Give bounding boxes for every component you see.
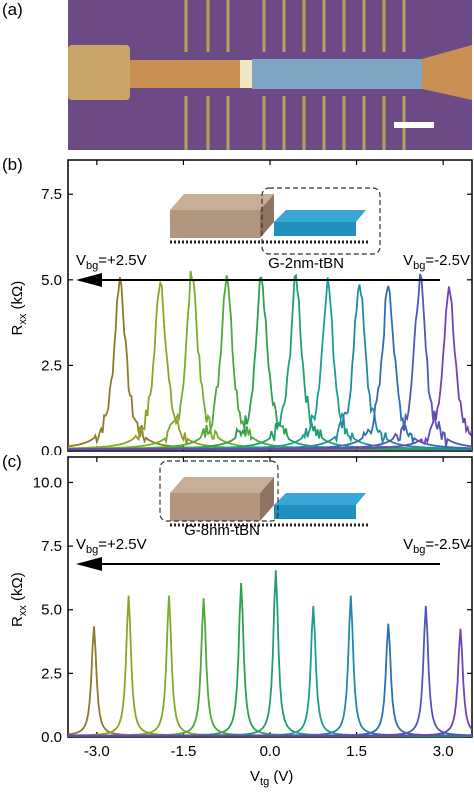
curves-group — [68, 270, 472, 451]
x-tick-label: 1.5 — [346, 743, 367, 760]
y-tick-label: 5.0 — [41, 602, 62, 619]
y-axis-label: Rxx (kΩ) — [9, 572, 29, 627]
white-segment — [240, 60, 252, 88]
annotation-vbg-negative: Vbg=-2.5V — [403, 252, 470, 272]
heterostructure-inset: G-8nm-tBN — [159, 460, 370, 539]
tbn-blue-region — [252, 59, 422, 89]
series-line — [68, 286, 472, 451]
annotation-vbg-positive: Vbg=+2.5V — [76, 536, 147, 556]
y-tick-label: 0.0 — [41, 729, 62, 746]
series-line — [68, 273, 472, 451]
chart-panel-c: 0.0 2.5 5.0 7.5 10.0 -3.0 -1.5 0.0 1.5 3.0 Rxx (kΩ… — [9, 456, 473, 788]
block-left-front — [170, 210, 260, 238]
graphite-gold-region — [128, 60, 248, 88]
panel-label-b: (b) — [2, 155, 23, 174]
block-right-front — [274, 222, 356, 236]
series-line — [68, 570, 472, 737]
sweep-arrow-head — [76, 557, 102, 571]
series-line — [68, 285, 472, 451]
series-line — [68, 595, 472, 737]
panel-label-c: (c) — [2, 452, 22, 471]
series-line — [68, 623, 472, 737]
chart-panel-b: 0.0 2.5 5.0 7.5 Rxx (kΩ) Vbg=+2.5V Vbg=-2.5V G-… — [9, 159, 473, 455]
block-left-top — [170, 194, 274, 210]
series-line — [68, 276, 472, 451]
y-tick-label: 7.5 — [41, 186, 62, 203]
series-line — [68, 276, 472, 451]
annotation-vbg-negative: Vbg=-2.5V — [403, 536, 470, 556]
y-tick-label: 2.5 — [41, 665, 62, 682]
y-axis-label: Rxx (kΩ) — [9, 281, 29, 336]
block-left-front — [170, 493, 260, 521]
block-right-top — [274, 210, 366, 222]
y-tick-label: 2.5 — [41, 357, 62, 374]
inset-dashed-box — [159, 460, 279, 522]
series-line — [68, 277, 472, 451]
annotation-vbg-positive: Vbg=+2.5V — [76, 252, 147, 272]
inset-label: G-2nm-tBN — [268, 255, 344, 272]
y-tick-label: 7.5 — [41, 538, 62, 555]
series-line — [68, 270, 472, 451]
device-micrograph — [68, 0, 472, 150]
series-line — [68, 284, 472, 451]
series-line — [68, 628, 472, 737]
x-tick-label: -3.0 — [84, 743, 110, 760]
series-line — [68, 275, 472, 451]
series-line — [68, 598, 472, 737]
curves-group — [68, 570, 472, 737]
y-tick-label: 5.0 — [41, 272, 62, 289]
x-tick-label: -1.5 — [170, 743, 196, 760]
right-pad — [418, 45, 472, 100]
block-left-top — [170, 477, 274, 493]
series-line — [68, 605, 472, 737]
series-line — [68, 626, 472, 737]
series-line — [68, 595, 472, 737]
block-right-front — [274, 505, 356, 519]
left-pad — [68, 45, 130, 100]
series-line — [68, 595, 472, 737]
x-axis-label: Vtg (V) — [250, 768, 293, 788]
sweep-arrow-head — [76, 273, 102, 287]
series-line — [68, 605, 472, 737]
x-tick-label: 0.0 — [260, 743, 281, 760]
scale-bar — [394, 122, 434, 128]
y-tick-label: 0.0 — [41, 443, 62, 455]
electrode-traces — [184, 0, 472, 150]
inset-label: G-8nm-tBN — [184, 522, 260, 539]
heterostructure-inset: G-2nm-tBN — [170, 187, 381, 272]
block-left-side — [260, 194, 274, 238]
y-tick-label: 10.0 — [33, 474, 62, 491]
panel-label-a: (a) — [2, 0, 23, 19]
block-left-side — [260, 477, 274, 521]
series-line — [68, 273, 472, 451]
x-tick-label: 3.0 — [433, 743, 454, 760]
block-right-top — [274, 493, 366, 505]
inset-dashed-box — [261, 187, 381, 255]
series-line — [68, 279, 472, 451]
